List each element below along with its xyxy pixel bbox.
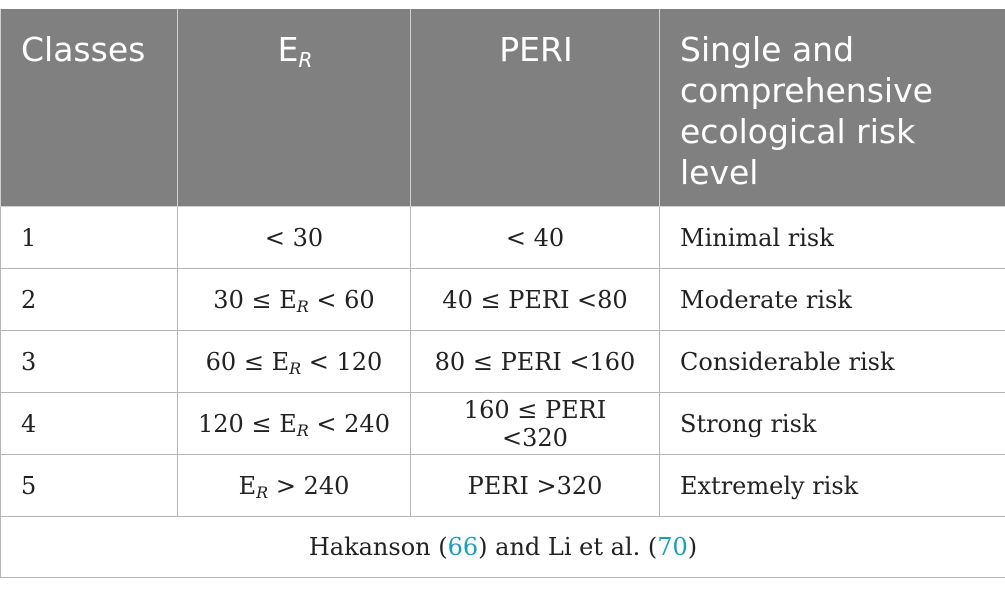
table-row: 3 60 ≤ ER < 120 80 ≤ PERI <160 Considera… <box>0 330 1005 393</box>
header-peri: PERI <box>410 9 660 207</box>
er-symbol: E <box>238 471 257 500</box>
peri-cell: 160 ≤ PERI <320 <box>410 392 660 455</box>
header-er-main: E <box>277 30 299 69</box>
er-sub: R <box>289 358 302 378</box>
table-row: 2 30 ≤ ER < 60 40 ≤ PERI <80 Moderate ri… <box>0 268 1005 331</box>
risk-level-cell: Extremely risk <box>659 454 1005 517</box>
er-pre: 60 ≤ <box>205 347 272 376</box>
er-cell: < 30 <box>177 206 411 269</box>
er-symbol: E <box>271 347 290 376</box>
er-pre: 30 ≤ <box>213 285 280 314</box>
er-cell: 30 ≤ ER < 60 <box>177 268 411 331</box>
class-cell: 4 <box>0 392 178 455</box>
table-row: 5 ER > 240 PERI >320 Extremely risk <box>0 454 1005 517</box>
er-post: < 240 <box>308 409 390 438</box>
er-pre: < 30 <box>264 223 324 252</box>
class-cell: 5 <box>0 454 178 517</box>
class-cell: 2 <box>0 268 178 331</box>
er-cell: 120 ≤ ER < 240 <box>177 392 411 455</box>
header-risk-level: Single and comprehensive ecological risk… <box>659 9 1005 207</box>
er-pre: 120 ≤ <box>198 409 280 438</box>
header-er-sub: R <box>298 48 313 72</box>
header-row: Classes ER PERI Single and comprehensive… <box>0 9 1005 207</box>
footnote-row: Hakanson (66) and Li et al. (70) <box>0 516 1005 578</box>
er-post: > 240 <box>268 471 350 500</box>
er-symbol: E <box>279 285 297 314</box>
er-sub: R <box>296 420 309 440</box>
peri-cell: 40 ≤ PERI <80 <box>410 268 660 331</box>
er-post: < 120 <box>301 347 383 376</box>
risk-classification-table: Classes ER PERI Single and comprehensive… <box>0 9 1005 578</box>
er-symbol: E <box>279 409 297 438</box>
risk-level-cell: Moderate risk <box>659 268 1005 331</box>
risk-level-cell: Considerable risk <box>659 330 1005 393</box>
footnote-text: Hakanson ( <box>308 533 448 561</box>
reference-link-66[interactable]: 66 <box>447 533 479 561</box>
footnote-text: ) and Li et al. ( <box>478 533 658 561</box>
er-sub: R <box>296 296 309 316</box>
risk-level-cell: Strong risk <box>659 392 1005 455</box>
header-er: ER <box>177 9 411 207</box>
risk-level-cell: Minimal risk <box>659 206 1005 269</box>
footnote-cell: Hakanson (66) and Li et al. (70) <box>0 516 1005 578</box>
class-cell: 1 <box>0 206 178 269</box>
reference-link-70[interactable]: 70 <box>657 533 688 561</box>
peri-cell: PERI >320 <box>410 454 660 517</box>
class-cell: 3 <box>0 330 178 393</box>
peri-cell: 80 ≤ PERI <160 <box>410 330 660 393</box>
table-row: 1 < 30 < 40 Minimal risk <box>0 206 1005 269</box>
footnote-text: ) <box>687 533 698 561</box>
er-cell: ER > 240 <box>177 454 411 517</box>
peri-cell: < 40 <box>410 206 660 269</box>
header-classes: Classes <box>0 9 178 207</box>
er-cell: 60 ≤ ER < 120 <box>177 330 411 393</box>
er-sub: R <box>256 482 269 502</box>
table-row: 4 120 ≤ ER < 240 160 ≤ PERI <320 Strong … <box>0 392 1005 455</box>
er-post: < 60 <box>308 285 375 314</box>
